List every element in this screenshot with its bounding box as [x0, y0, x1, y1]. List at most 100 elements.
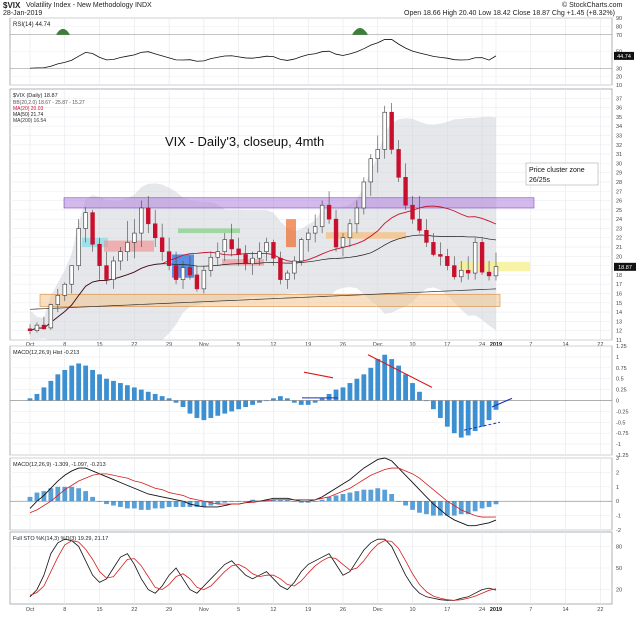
- candle-body-22: [180, 267, 186, 280]
- candle-body-59: [438, 254, 443, 257]
- candle-body-19: [159, 237, 165, 252]
- candle-body-26: [208, 256, 214, 271]
- ytick-price-13: 24: [616, 217, 622, 223]
- macd-hist-bar-14: [124, 385, 130, 401]
- macd-hist-bar-1: [34, 393, 40, 401]
- macd-hist-bar-18: [152, 393, 158, 401]
- macd-hist-bar-5: [62, 369, 68, 401]
- date-label: 28-Jan-2019: [3, 10, 43, 17]
- ytick-macd-1: 2: [616, 470, 619, 476]
- candle-body-20: [166, 251, 172, 266]
- xtick-bottom-17: 22: [597, 607, 603, 613]
- macd-hist-bar-29: [229, 400, 235, 412]
- ma50-line: [29, 234, 497, 332]
- macd-diff-bar-4: [55, 486, 61, 502]
- macd-hist-bar-55: [410, 383, 415, 401]
- candle-body-7: [76, 228, 81, 266]
- ma50-legend: MA(50) 21.74: [13, 112, 44, 118]
- candle-body-18: [153, 223, 158, 239]
- ytick-hist-3: 0.5: [616, 377, 624, 383]
- source-label: © StockCharts.com: [562, 2, 623, 9]
- candle-body-11: [104, 265, 109, 280]
- price-legend: $VIX (Daily) 18.87: [13, 93, 58, 99]
- candle-body-34: [264, 242, 269, 252]
- candle-body-57: [424, 230, 429, 243]
- macd-hist-bar-0: [27, 398, 33, 401]
- ytick-price-24: 13: [616, 319, 622, 325]
- macd-hist-bar-32: [250, 400, 255, 405]
- annotation-zone-box: [525, 162, 599, 186]
- macd-diff-bar-65: [479, 501, 485, 509]
- macd-hist-bar-34: [264, 400, 269, 402]
- price-cluster-zone: [63, 197, 535, 209]
- macd-diff-bar-63: [465, 501, 471, 515]
- macd-diff-bar-22: [180, 501, 186, 507]
- ytick-macd-4: -1: [616, 514, 621, 520]
- candle-body-24: [194, 274, 200, 290]
- candle-body-3: [48, 304, 54, 329]
- candle-body-17: [146, 207, 151, 225]
- sto-d-line: [29, 540, 497, 601]
- ytick-price-21: 16: [616, 292, 622, 298]
- candle-body-48: [361, 181, 367, 209]
- candle-body-36: [278, 257, 283, 280]
- macd-diff-bar-5: [62, 486, 68, 502]
- macd-diff-bar-13: [118, 501, 123, 507]
- xtick-top-11: 10: [409, 342, 415, 348]
- gap-zone-red-2: [222, 259, 264, 266]
- macd-hist-bar-35: [271, 398, 276, 401]
- xtick-top-1: 8: [63, 342, 66, 348]
- xtick-top-17: 22: [597, 342, 603, 348]
- ytick-rsi-0: 90: [616, 16, 622, 22]
- macd-diff-bar-62: [458, 501, 464, 515]
- macd-diff-bar-17: [145, 501, 151, 510]
- ytick-price-19: 18: [616, 273, 622, 279]
- macd-diff-bar-30: [236, 501, 242, 502]
- macd-diff-bar-44: [333, 495, 339, 502]
- macd-hist-bar-23: [187, 400, 193, 414]
- rsi-line: [29, 39, 497, 69]
- candle-body-13: [118, 251, 123, 262]
- macd-hist-bar-7: [76, 363, 82, 401]
- macd-diff-bar-8: [83, 491, 89, 502]
- macd-hist-bar-11: [104, 378, 109, 401]
- gap-zone-green: [178, 228, 240, 234]
- candle-body-64: [472, 242, 478, 274]
- macd-hist-bar-13: [118, 383, 123, 401]
- macd-diff-bar-31: [243, 501, 249, 502]
- macd-diff-bar-32: [250, 499, 255, 502]
- macd-diff-bar-26: [208, 501, 214, 506]
- ytick-hist-1: 1: [616, 355, 619, 361]
- macd-diff-bar-64: [472, 501, 478, 512]
- hist-blue-dashed: [463, 421, 501, 431]
- macd-diff-bar-55: [410, 501, 415, 510]
- candle-body-27: [215, 251, 220, 258]
- candle-body-23: [187, 267, 193, 276]
- candle-body-1: [34, 324, 40, 332]
- ytick-macd-5: -2: [616, 528, 621, 534]
- xtick-bottom-10: Dec: [373, 607, 383, 613]
- macd-hist-bar-49: [368, 367, 374, 401]
- macd-hist-bar-9: [90, 369, 95, 401]
- xtick-top-14: 2019: [490, 342, 502, 348]
- macd-diff-bar-40: [305, 501, 311, 503]
- xtick-top-6: 5: [237, 342, 240, 348]
- annotation-zone-line2: 26/25s: [529, 177, 551, 184]
- candle-body-12: [111, 260, 116, 280]
- candle-body-50: [375, 149, 380, 160]
- macd-hist-bar-64: [472, 400, 478, 432]
- xtick-top-3: 22: [131, 342, 137, 348]
- sto-legend: Full STO %K(14,3) %D(3) 19.29, 21.17: [13, 536, 108, 542]
- macd-diff-bar-25: [201, 501, 207, 507]
- candle-body-35: [271, 242, 276, 259]
- bb-legend: BB(20,2.0) 18.67 - 25.87 - 15.27: [13, 100, 85, 106]
- sto-k-line: [29, 538, 497, 601]
- macd-diff-bar-18: [152, 501, 158, 509]
- ytick-price-14: 23: [616, 226, 622, 232]
- macd-diff-bar-60: [444, 501, 450, 516]
- macd-hist-bar-26: [208, 400, 214, 418]
- macd-diff-bar-46: [347, 492, 353, 502]
- macd-hist-bar-21: [173, 400, 179, 403]
- macd-diff-bar-38: [291, 501, 297, 502]
